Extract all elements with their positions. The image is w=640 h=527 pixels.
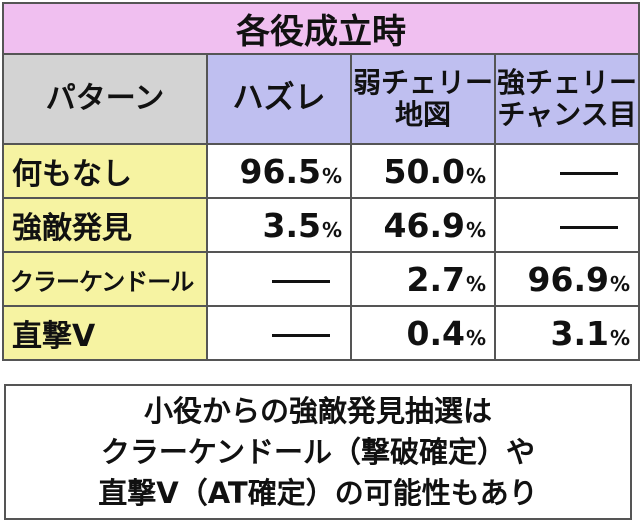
note-line-2: クラーケンドール（撃破確定）や xyxy=(100,435,536,469)
row-label: 直撃V xyxy=(2,305,208,361)
table-row: 直撃V 0.4% 3.1% xyxy=(2,305,640,361)
value-cell: 0.4% xyxy=(350,305,496,361)
header-strong-cherry: 強チェリー チャンス目 xyxy=(494,53,640,145)
value-cell: 50.0% xyxy=(350,143,496,199)
value-number: 46.9 xyxy=(383,205,465,245)
note-box: 小役からの強敵発見抽選は クラーケンドール（撃破確定）や 直撃V（AT確定）の可… xyxy=(4,384,632,520)
row-label: 何もなし xyxy=(2,143,208,199)
table-row: 強敵発見 3.5% 46.9% xyxy=(2,197,640,253)
header-strong-cherry-line1: 強チェリー xyxy=(496,65,637,99)
percent-unit: % xyxy=(465,163,486,188)
note-line-1: 小役からの強敵発見抽選は xyxy=(143,394,492,428)
value-number: 3.5 xyxy=(262,205,321,245)
table-row: クラーケンドール 2.7% 96.9% xyxy=(2,251,640,307)
percent-unit: % xyxy=(609,325,630,350)
header-weak-cherry-line1: 弱チェリー xyxy=(352,65,493,99)
value-number: 50.0 xyxy=(383,151,465,191)
value-cell: 96.5% xyxy=(206,143,352,199)
value-number: 96.5 xyxy=(239,151,321,191)
row-label: クラーケンドール xyxy=(2,251,208,307)
dash-mark xyxy=(560,171,618,175)
value-cell: 3.5% xyxy=(206,197,352,253)
value-cell xyxy=(206,305,352,361)
table-row: 何もなし 96.5% 50.0% xyxy=(2,143,640,199)
dash-mark xyxy=(272,333,330,337)
row-label: 強敵発見 xyxy=(2,197,208,253)
value-number: 3.1 xyxy=(550,313,609,353)
percent-unit: % xyxy=(465,271,486,296)
value-cell: 46.9% xyxy=(350,197,496,253)
table-title: 各役成立時 xyxy=(2,2,640,55)
value-number: 0.4 xyxy=(406,313,465,353)
value-number: 2.7 xyxy=(406,259,465,299)
percent-unit: % xyxy=(321,163,342,188)
title-row: 各役成立時 xyxy=(2,2,640,55)
value-cell xyxy=(494,197,640,253)
note-line-3: 直撃V（AT確定）の可能性もあり xyxy=(98,476,538,510)
value-cell xyxy=(494,143,640,199)
table-body: 何もなし 96.5% 50.0% 強敵発見 3.5% 46.9% クラーケンドール 2.7% 9… xyxy=(2,143,640,361)
header-weak-cherry: 弱チェリー 地図 xyxy=(350,53,496,145)
value-cell: 2.7% xyxy=(350,251,496,307)
value-cell xyxy=(206,251,352,307)
dash-mark xyxy=(560,225,618,229)
header-weak-cherry-line2: 地図 xyxy=(394,98,451,131)
header-hazure: ハズレ xyxy=(206,53,352,145)
value-number: 96.9 xyxy=(527,259,609,299)
percent-unit: % xyxy=(321,217,342,242)
header-pattern: パターン xyxy=(2,53,208,145)
percent-unit: % xyxy=(465,325,486,350)
dash-mark xyxy=(272,279,330,283)
percent-unit: % xyxy=(609,271,630,296)
value-cell: 3.1% xyxy=(494,305,640,361)
percent-unit: % xyxy=(465,217,486,242)
header-row: パターン ハズレ 弱チェリー 地図 強チェリー チャンス目 xyxy=(2,53,640,145)
header-strong-cherry-line2: チャンス目 xyxy=(497,98,637,131)
value-cell: 96.9% xyxy=(494,251,640,307)
probability-table: 各役成立時 パターン ハズレ 弱チェリー 地図 強チェリー チャンス目 何もなし… xyxy=(2,2,640,361)
